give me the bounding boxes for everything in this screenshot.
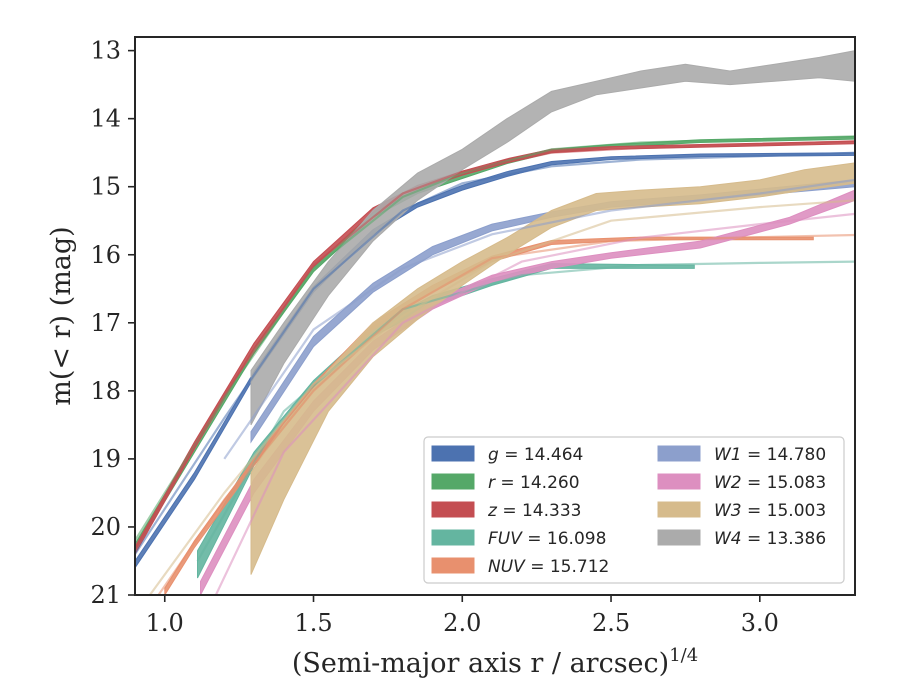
y-tick-label: 21 [90, 581, 121, 609]
model-curve-g [135, 151, 855, 555]
y-tick-label: 14 [90, 105, 121, 133]
y-tick-label: 16 [90, 241, 121, 269]
legend-label-g: g = 14.464 [488, 445, 583, 465]
legend-label-fuv: FUV = 16.098 [488, 529, 606, 549]
x-tick-label: 2.5 [592, 609, 630, 637]
legend-swatch-r [431, 473, 475, 490]
legend-swatch-z [431, 501, 475, 518]
model-curve-z [135, 140, 855, 548]
legend-label-w3: W3 = 15.003 [714, 501, 826, 521]
y-tick-label: 15 [90, 173, 121, 201]
x-tick-label: 3.0 [741, 609, 779, 637]
x-axis-label-exponent: 1/4 [669, 645, 698, 666]
y-tick-label: 18 [90, 377, 121, 405]
legend-label-r: r = 14.260 [488, 473, 580, 493]
legend-label-w1: W1 = 14.780 [714, 445, 826, 465]
y-axis-label: m(< r) (mag) [46, 226, 77, 405]
plot-frame [134, 36, 856, 596]
legend-label-w2: W2 = 15.083 [714, 473, 826, 493]
x-tick-label: 1.0 [146, 609, 184, 637]
legend-swatch-g [431, 445, 475, 462]
legend-swatch-fuv [431, 529, 475, 546]
x-tick-label: 2.0 [443, 609, 481, 637]
legend-swatch-nuv [431, 557, 475, 574]
legend-swatch-w1 [657, 445, 701, 462]
legend-label-z: z = 14.333 [487, 501, 581, 521]
models-layer [135, 135, 855, 595]
legend-swatch-w4 [657, 529, 701, 546]
band-w1 [250, 179, 855, 444]
model-curve-w1 [223, 178, 855, 460]
y-ticks: 13 14 15 16 17 18 19 20 21 [90, 37, 135, 609]
model-curve-nuv [157, 233, 855, 595]
legend-swatch-w2 [657, 473, 701, 490]
legend-box [423, 436, 845, 584]
model-curve-w2 [214, 212, 855, 595]
y-tick-label: 13 [90, 37, 121, 65]
model-curve-r [135, 135, 855, 542]
model-curve-fuv [196, 260, 855, 562]
legend-swatch-w3 [657, 501, 701, 518]
x-axis-label: (Semi-major axis r / arcsec)1/4 [292, 645, 698, 679]
band-w3 [250, 162, 855, 575]
y-tick-label: 19 [90, 445, 121, 473]
legend-label-nuv: NUV = 15.712 [488, 557, 609, 577]
legend-label-w4: W4 = 13.386 [714, 529, 826, 549]
y-tick-label: 17 [90, 309, 121, 337]
x-ticks: 1.0 1.5 2.0 2.5 3.0 [146, 595, 779, 637]
model-curve-w3 [148, 199, 855, 595]
x-tick-label: 1.5 [294, 609, 332, 637]
y-tick-label: 20 [90, 513, 121, 541]
legend: g = 14.464 W1 = 14.780 r = 14.260 W2 = 15.0… [423, 436, 845, 584]
